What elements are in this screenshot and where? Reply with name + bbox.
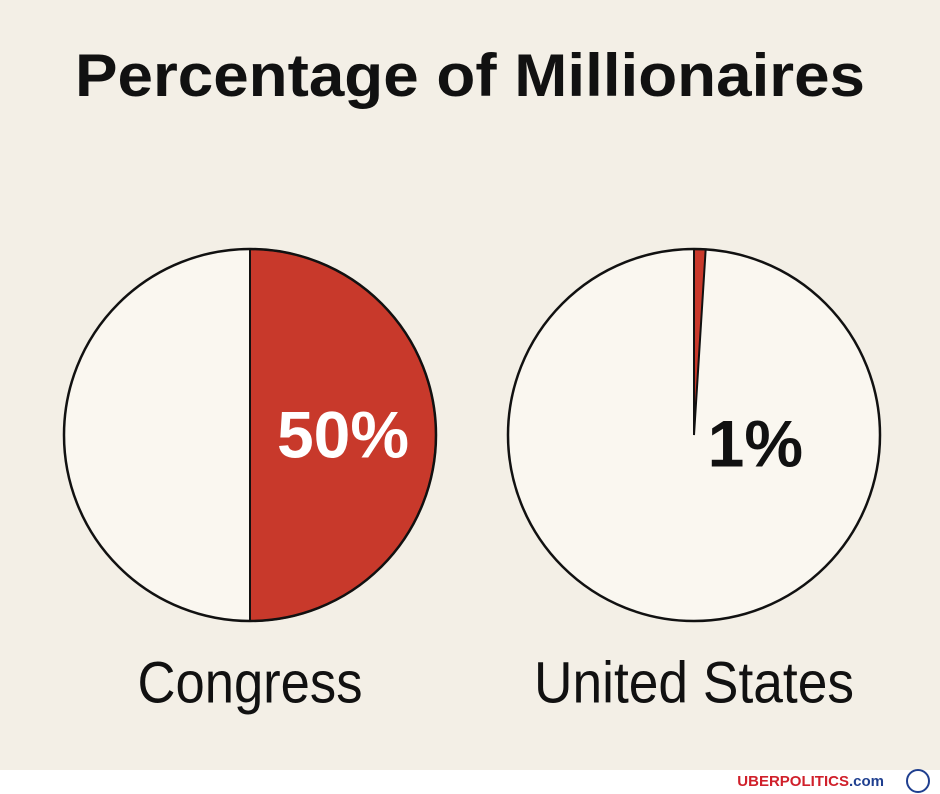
- brand-logo: [906, 769, 930, 793]
- brand-domain: .com: [849, 773, 884, 790]
- chart-title: Percentage of Millionaires: [75, 42, 865, 109]
- footer-bar: [0, 770, 940, 794]
- brand: UBERPOLITICS.com: [737, 773, 884, 790]
- pie-label: United States: [534, 650, 854, 715]
- pie-outline: [506, 247, 882, 623]
- value-label: 1%: [708, 406, 803, 480]
- brand-name: UBERPOLITICS: [737, 773, 849, 790]
- pie-label: Congress: [138, 650, 363, 715]
- pie-outline: [62, 247, 438, 623]
- value-label: 50%: [277, 397, 409, 471]
